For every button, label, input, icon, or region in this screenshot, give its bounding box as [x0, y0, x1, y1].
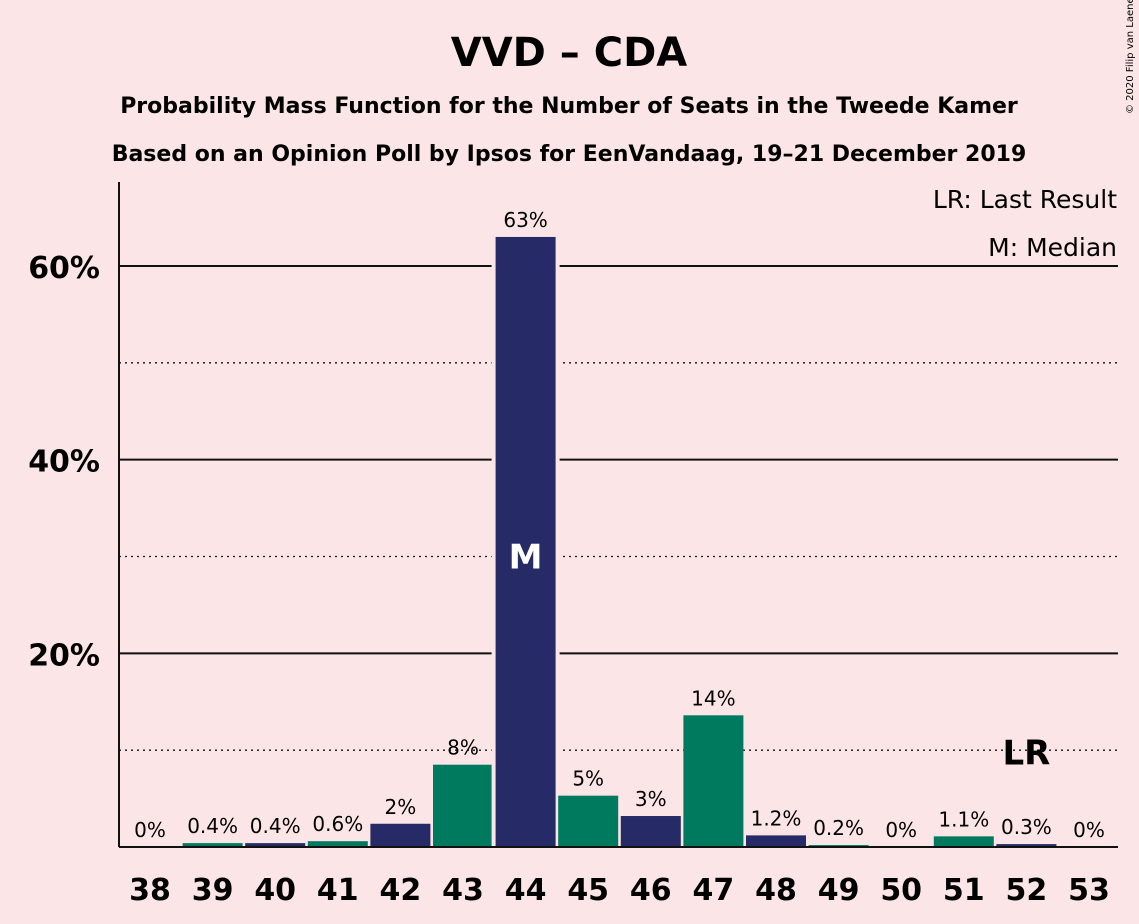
x-tick-label-50: 50: [880, 873, 922, 908]
bar-label-41: 0.6%: [312, 812, 363, 836]
bar-label-51: 1.1%: [938, 807, 989, 831]
x-tick-label-46: 46: [630, 873, 672, 908]
bar-label-50: 0%: [885, 818, 917, 842]
bar-label-40: 0.4%: [250, 814, 301, 838]
bars: [182, 232, 1057, 847]
bar-label-39: 0.4%: [187, 814, 238, 838]
bar-46: [620, 816, 681, 847]
bar-48: [746, 835, 806, 847]
bar-40: [245, 843, 306, 847]
markers: M LR: [509, 538, 1051, 774]
bar-51: [933, 836, 994, 847]
bar-labels: 0% 0.4% 0.4% 0.6% 2% 8% 63% 5% 3% 14% 1.2% 0.2% 0% 1.…: [134, 208, 1105, 842]
y-tick-label-1: 40%: [28, 445, 100, 480]
bar-39: [182, 843, 243, 847]
bar-45: [558, 795, 619, 847]
bar-47: [683, 715, 744, 847]
x-tick-label-49: 49: [818, 873, 860, 908]
x-tick-label-42: 42: [380, 873, 422, 908]
bar-42: [370, 823, 431, 847]
bar-label-43: 8%: [447, 736, 479, 760]
bar-label-46: 3%: [635, 787, 667, 811]
bar-label-52: 0.3%: [1001, 815, 1052, 839]
bar-label-48: 1.2%: [751, 806, 802, 830]
x-tick-label-51: 51: [943, 873, 985, 908]
bar-43: [433, 764, 493, 847]
x-axis: 38 39 40 41 42 43 44 45 46 47 48 49 50 51 52 53: [129, 873, 1110, 908]
chart-title: VVD – CDA: [451, 30, 688, 76]
y-tick-label-2: 60%: [28, 251, 100, 286]
chart-subtitle-2: Based on an Opinion Poll by Ipsos for Ee…: [112, 142, 1027, 167]
copyright-notice: © 2020 Filip van Laenen: [1125, 0, 1136, 114]
legend-median: M: Median: [988, 233, 1117, 262]
x-tick-label-44: 44: [505, 873, 547, 908]
x-tick-label-39: 39: [192, 873, 234, 908]
chart-subtitle-1: Probability Mass Function for the Number…: [120, 94, 1018, 119]
bar-label-42: 2%: [385, 795, 417, 819]
bar-label-49: 0.2%: [813, 816, 864, 840]
bar-label-45: 5%: [572, 767, 604, 791]
x-tick-label-38: 38: [129, 873, 171, 908]
bar-label-38: 0%: [134, 818, 166, 842]
y-axis: 20% 40% 60%: [28, 182, 1118, 848]
bar-label-44: 63%: [503, 208, 547, 232]
x-tick-label-40: 40: [254, 873, 296, 908]
legend-last-result: LR: Last Result: [933, 185, 1117, 214]
gridlines: [119, 265, 1118, 751]
x-tick-label-48: 48: [755, 873, 797, 908]
bar-label-47: 14%: [691, 686, 735, 710]
last-result-marker: LR: [1002, 734, 1050, 774]
bar-52: [996, 844, 1057, 847]
x-tick-label-43: 43: [442, 873, 484, 908]
x-tick-label-52: 52: [1006, 873, 1048, 908]
x-tick-label-41: 41: [317, 873, 359, 908]
bar-44: [495, 236, 556, 847]
y-tick-label-0: 20%: [28, 638, 100, 673]
x-tick-label-45: 45: [567, 873, 609, 908]
bar-41: [307, 841, 368, 847]
x-tick-label-47: 47: [693, 873, 735, 908]
median-marker: M: [509, 538, 543, 578]
bar-label-53: 0%: [1073, 818, 1105, 842]
x-tick-label-53: 53: [1068, 873, 1110, 908]
